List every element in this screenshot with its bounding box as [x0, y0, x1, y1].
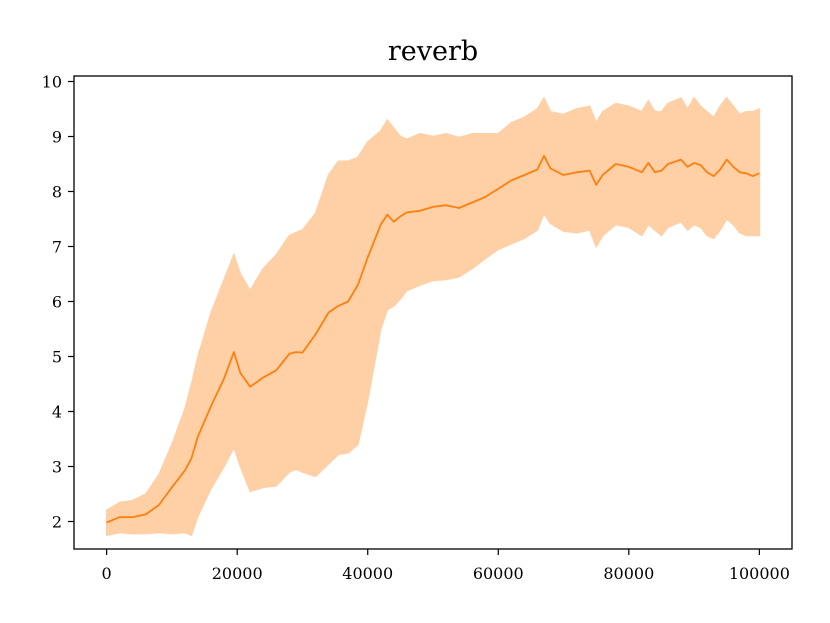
x-tick-label: 100000: [729, 564, 790, 583]
confidence-band-layer: [105, 96, 761, 537]
y-tick-label: 3: [52, 458, 62, 477]
mean-line: [106, 154, 760, 524]
x-tick-label: 0: [102, 564, 112, 583]
y-tick-label: 5: [52, 348, 62, 367]
mean-line-layer: [106, 154, 760, 524]
y-tick-label: 6: [52, 293, 62, 312]
y-tick-label: 7: [52, 238, 62, 257]
x-tick-label: 40000: [342, 564, 393, 583]
axes: 0 20000 40000 60000 80000 100000 2 3 4 5 6 7 8 9 10: [42, 73, 793, 583]
x-tick-label: 60000: [473, 564, 524, 583]
y-tick-label: 2: [52, 513, 62, 532]
y-tick-label: 8: [52, 183, 62, 202]
confidence-band: [105, 96, 761, 537]
y-tick-label: 4: [52, 403, 62, 422]
plot-frame: [73, 75, 793, 550]
chart-title: reverb: [388, 36, 478, 67]
y-tick-label: 9: [52, 128, 62, 147]
y-tick-label: 10: [42, 73, 62, 92]
x-tick-label: 20000: [212, 564, 263, 583]
x-tick-label: 80000: [603, 564, 654, 583]
